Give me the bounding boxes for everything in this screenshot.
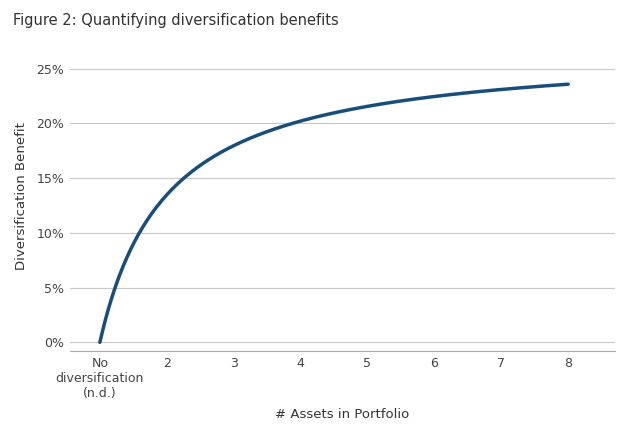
X-axis label: # Assets in Portfolio: # Assets in Portfolio <box>275 408 410 421</box>
Y-axis label: Diversification Benefit: Diversification Benefit <box>15 122 28 270</box>
Text: Figure 2: Quantifying diversification benefits: Figure 2: Quantifying diversification be… <box>13 13 338 28</box>
